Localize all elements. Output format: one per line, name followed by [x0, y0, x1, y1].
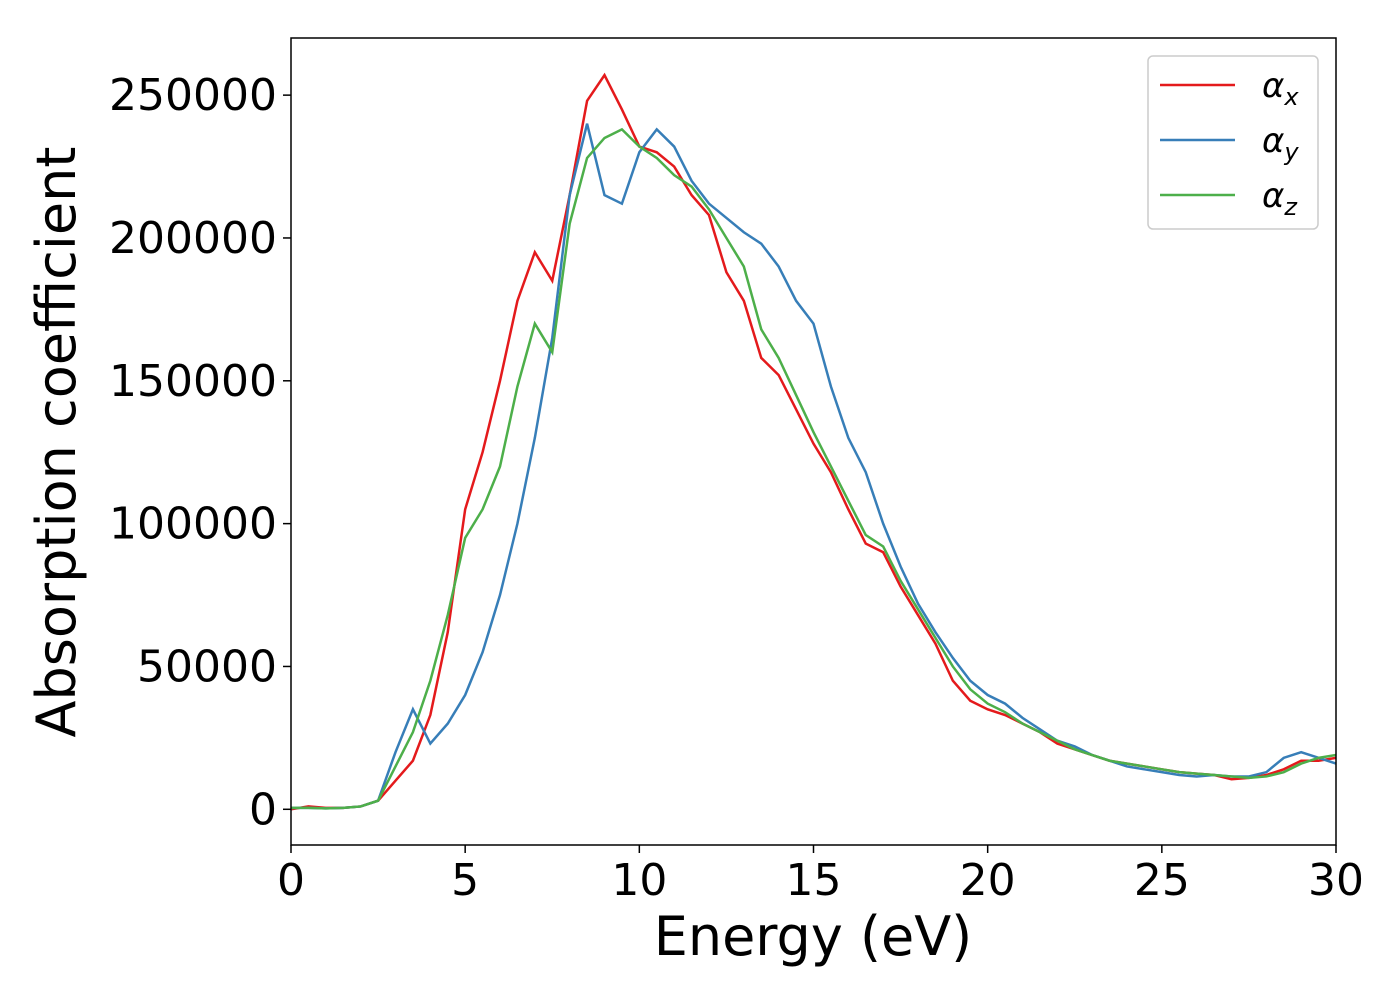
x-tick-label: 10	[611, 855, 667, 906]
y-tick-label: 250000	[109, 70, 277, 121]
legend-label: αz	[1262, 176, 1298, 221]
x-axis-label: Energy (eV)	[654, 905, 973, 968]
y-axis-label: Absorption coefficient	[25, 147, 88, 738]
x-tick-label: 5	[451, 855, 479, 906]
y-tick-label: 100000	[109, 499, 277, 550]
y-tick-label: 150000	[109, 356, 277, 407]
x-tick-label: 25	[1134, 855, 1190, 906]
y-tick-label: 200000	[109, 213, 277, 264]
y-tick-label: 0	[249, 784, 277, 835]
legend-label: αx	[1262, 66, 1299, 111]
x-tick-label: 30	[1308, 855, 1364, 906]
legend-label: αy	[1262, 121, 1299, 166]
x-tick-label: 0	[277, 855, 305, 906]
x-tick-label: 15	[786, 855, 842, 906]
line-series	[291, 123, 1336, 810]
legend-box	[1147, 55, 1319, 230]
line-series	[291, 127, 1336, 810]
y-tick-label: 50000	[137, 641, 277, 692]
x-tick-label: 20	[960, 855, 1016, 906]
plot-frame	[290, 37, 1337, 846]
